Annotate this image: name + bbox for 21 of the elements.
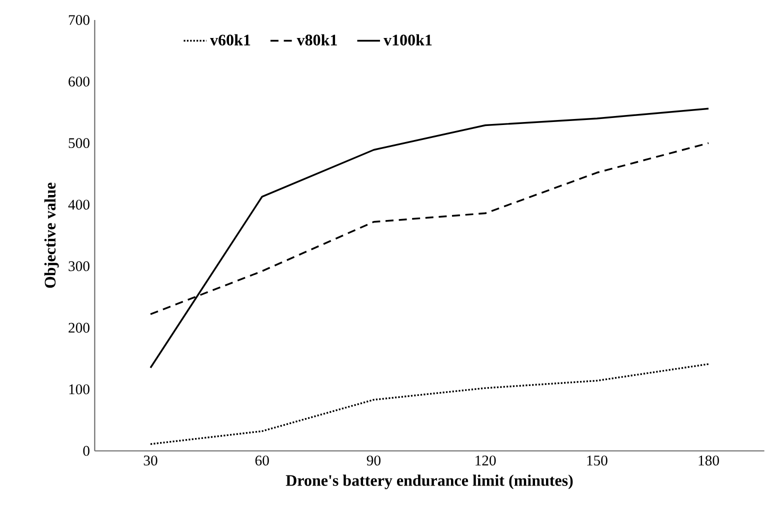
y-tick-label: 700 xyxy=(68,15,90,26)
x-axis-title: Drone's battery endurance limit (minutes) xyxy=(286,474,573,490)
x-tick-label: 90 xyxy=(366,456,380,466)
y-tick-label: 600 xyxy=(68,76,90,87)
legend-label: v100k1 xyxy=(384,34,432,46)
y-tick-label: 0 xyxy=(83,446,90,456)
x-tick-label: 180 xyxy=(698,456,719,466)
legend-label: v80k1 xyxy=(296,34,337,46)
line-series xyxy=(150,108,710,369)
x-tick-label: 60 xyxy=(255,456,269,466)
y-tick-label: 400 xyxy=(68,200,90,210)
y-tick-label: 100 xyxy=(69,384,90,394)
y-tick-label: 200 xyxy=(68,323,90,333)
x-tick-label: 150 xyxy=(587,456,608,466)
y-tick-label: 500 xyxy=(68,138,90,148)
x-tick-label: 30 xyxy=(144,456,158,466)
legend-label: v60k1 xyxy=(210,34,250,46)
y-axis-title: Objective value xyxy=(44,182,59,288)
y-tick-label: 300 xyxy=(68,261,90,272)
x-tick-label: 120 xyxy=(476,456,496,466)
line-series xyxy=(150,363,710,446)
